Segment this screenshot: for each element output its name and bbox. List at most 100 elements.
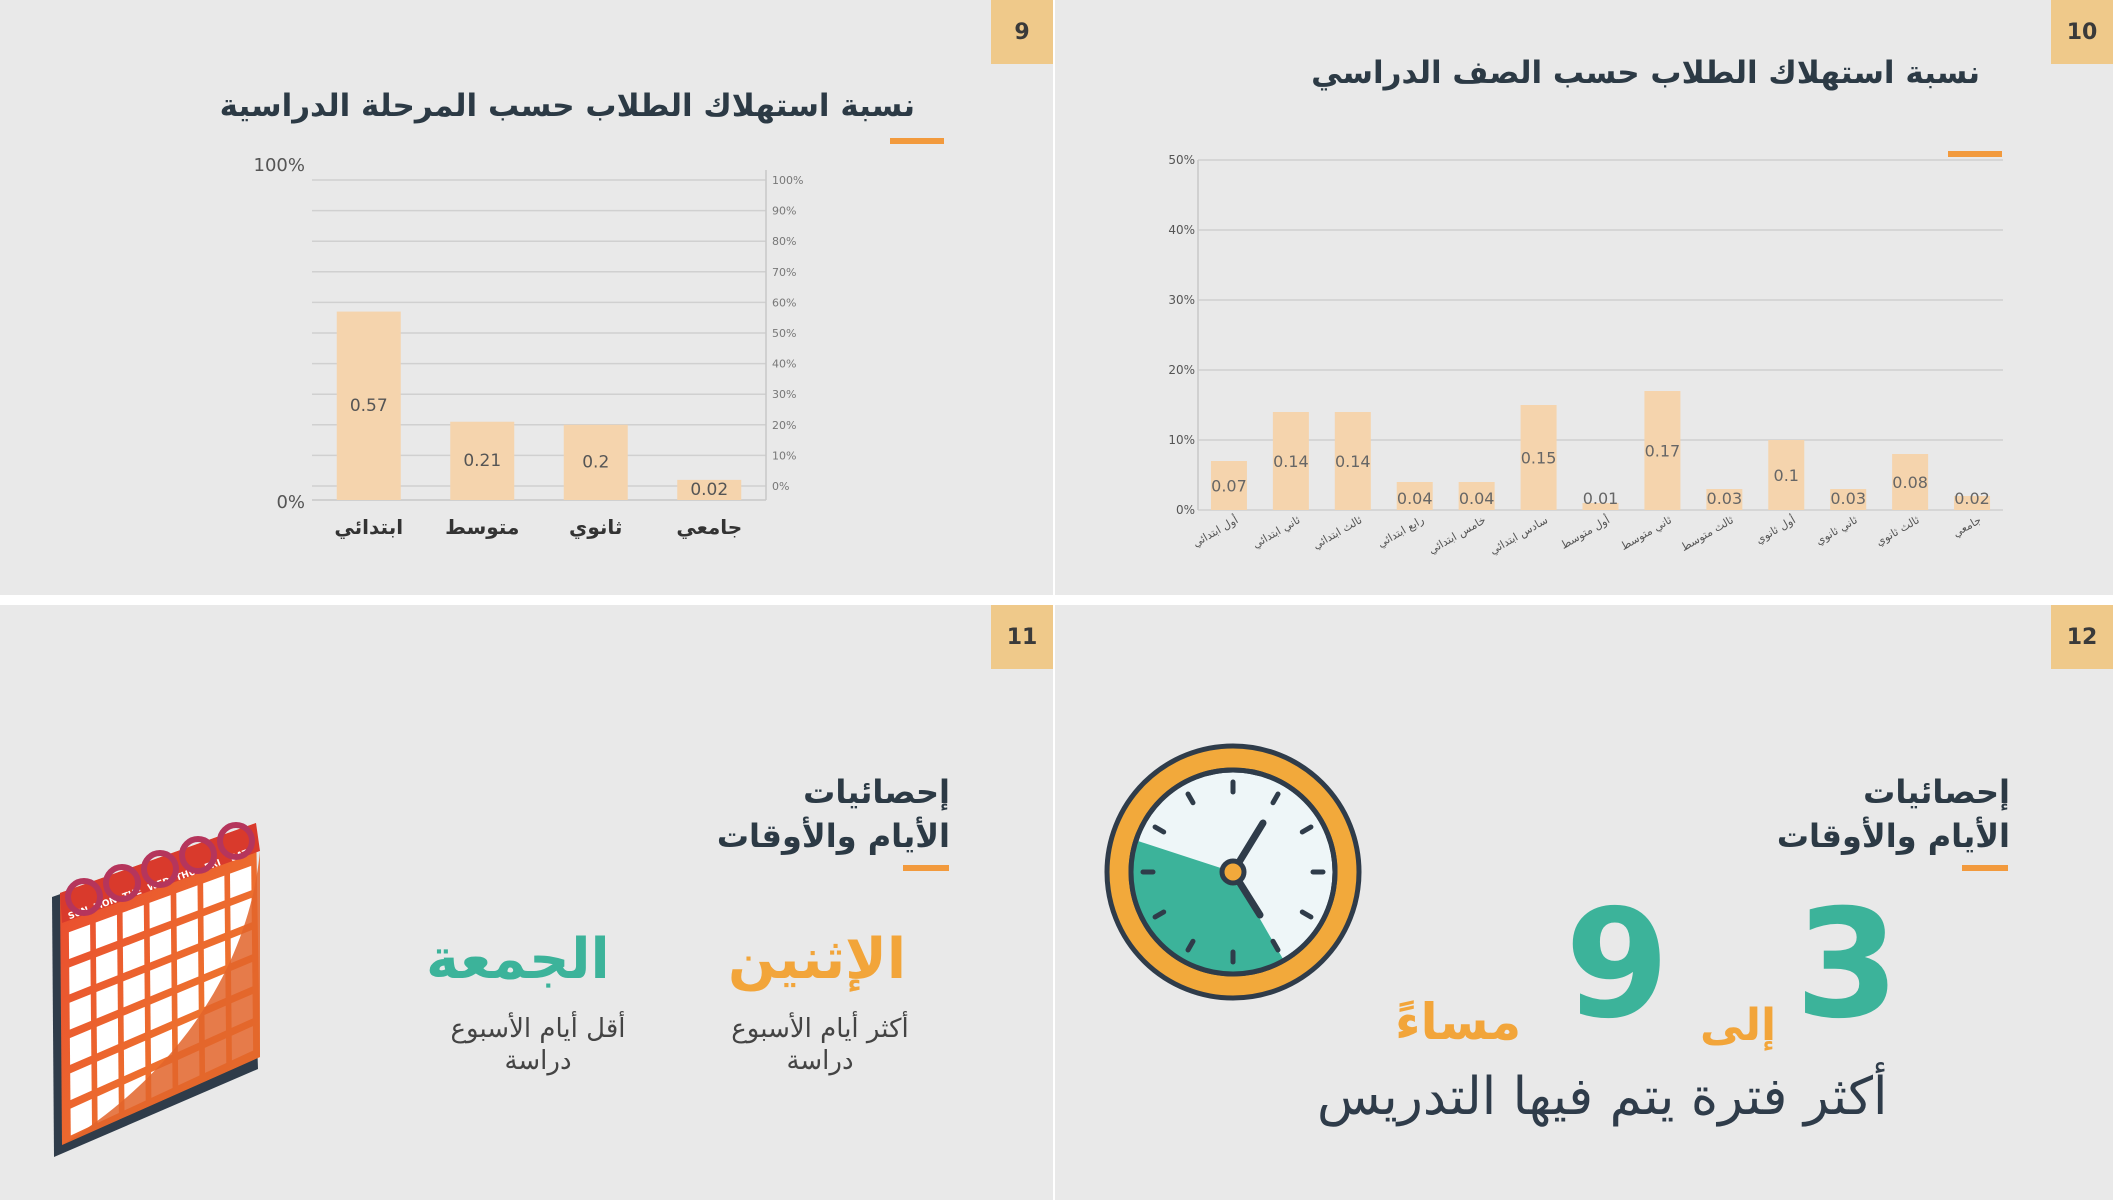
category-label: ثالث ابتدائي	[1311, 513, 1365, 552]
category-label: أول ثانوي	[1753, 512, 1798, 546]
calendar-cell	[69, 1029, 92, 1065]
bar	[1830, 489, 1867, 510]
bar	[1768, 440, 1805, 510]
bar	[1954, 496, 1991, 510]
data-label: 0.14	[1335, 452, 1371, 471]
calendar-cell	[150, 962, 172, 997]
evening-label: مساءً	[1395, 993, 1522, 1051]
slide-title: نسبة استهلاك الطلاب حسب المرحلة الدراسية	[219, 88, 915, 124]
calendar-cell	[70, 1099, 92, 1136]
caption-line: دراسة	[786, 1046, 854, 1076]
calendar-cell	[96, 983, 118, 1019]
category-label: متوسط	[445, 515, 519, 539]
slide-11[interactable]: 11 إحصائيات الأيام والأوقات الإثنين أكثر…	[0, 605, 1053, 1200]
chart-by-grade: 50% 40% 30% 20% 10% 0% 0.07 0.14 0.14 0.04 0.04 0.…	[1168, 153, 2003, 557]
data-label: 0.03	[1707, 489, 1743, 508]
calendar-cell	[96, 1018, 119, 1054]
bar	[1272, 412, 1309, 510]
calendar-cell	[203, 940, 226, 975]
data-label: 0.1	[1774, 466, 1799, 485]
data-label: 0.02	[690, 480, 728, 500]
bar	[1334, 412, 1371, 510]
y-tick-label: 30%	[772, 388, 796, 401]
calendar-cell	[177, 984, 199, 1019]
calendar-cell	[122, 938, 145, 974]
chart-by-stage: 0.57 0.21 0.2 0.02 ابتدائي متوسط ثانوي جامعي 1…	[254, 155, 804, 540]
calendar-cell	[149, 895, 171, 929]
category-label: ثالث متوسط	[1679, 513, 1736, 554]
data-label: 0.04	[1459, 489, 1495, 508]
data-label: 0.03	[1830, 489, 1866, 508]
category-label: أول متوسط	[1558, 512, 1612, 551]
category-label: خامس ابتدائي	[1426, 513, 1488, 556]
title-accent-line	[903, 865, 949, 871]
calendar-cell	[150, 995, 172, 1031]
category-label: سادس ابتدائي	[1487, 513, 1550, 557]
calendar-cell	[203, 875, 225, 909]
category-label: ثاني ثانوي	[1813, 513, 1859, 547]
y-tick-label: 20%	[1168, 363, 1195, 377]
data-label: 0.04	[1397, 489, 1433, 508]
calendar-cell	[149, 928, 172, 963]
bar	[1644, 391, 1681, 510]
slide-number-badge: 12	[2051, 605, 2113, 669]
clock-tick	[1299, 909, 1314, 920]
to-word: إلى	[1700, 1000, 1777, 1051]
slide-number-badge: 9	[991, 0, 1053, 64]
calendar-cell	[203, 908, 225, 942]
y-tick-label: 30%	[1168, 293, 1195, 307]
data-label: 0.17	[1645, 442, 1681, 461]
clock-tick	[1270, 791, 1281, 806]
data-label: 0.57	[350, 396, 388, 416]
category-label: ابتدائي	[334, 515, 403, 540]
calendar-cell	[95, 914, 118, 949]
calendar-cell	[68, 924, 91, 960]
category-label: جامعي	[676, 515, 742, 540]
bar	[1892, 454, 1929, 510]
y-tick-label: 10%	[772, 449, 796, 462]
calendar-cell	[176, 885, 198, 919]
calendar-cell	[69, 994, 91, 1030]
slide-title-line2: الأيام والأوقات	[716, 817, 950, 855]
clock-tick	[1299, 824, 1314, 835]
bar	[1210, 461, 1247, 510]
y-tick-label: 10%	[1168, 433, 1195, 447]
data-label: 0.14	[1273, 452, 1309, 471]
clock-tick	[1185, 938, 1196, 953]
data-label: 0.01	[1583, 489, 1619, 508]
y-axis-min-label: 0%	[276, 492, 305, 513]
slide-number-badge: 11	[991, 605, 1053, 669]
title-accent-line	[1962, 865, 2008, 871]
bar	[336, 311, 401, 500]
data-label: 0.21	[463, 451, 501, 471]
start-hour: 3	[1795, 878, 1900, 1052]
category-label: ثاني متوسط	[1618, 513, 1674, 553]
y-tick-label: 40%	[1168, 223, 1195, 237]
clock-icon	[1104, 743, 1362, 1001]
y-tick-label: 0%	[1176, 503, 1195, 517]
category-label: أول ابتدائي	[1190, 512, 1241, 549]
data-label: 0.15	[1521, 449, 1557, 468]
clock-tick	[1152, 824, 1167, 835]
clock-tick	[1152, 909, 1167, 920]
peak-time-caption: أكثر فترة يتم فيها التدريس	[1317, 1067, 1888, 1127]
calendar-cell	[122, 904, 145, 939]
calendar-cell	[230, 865, 252, 899]
category-label: ثاني ابتدائي	[1250, 513, 1302, 551]
slide-12[interactable]: 12 إحصائيات الأيام والأوقات 3 إلى 9 مساء…	[1055, 605, 2113, 1200]
caption-line: أكثر أيام الأسبوع	[731, 1014, 909, 1044]
quietest-day: الجمعة	[426, 927, 610, 992]
y-tick-label: 100%	[772, 174, 803, 187]
calendar-cell	[97, 1052, 119, 1089]
slide-9[interactable]: 9 نسبة استهلاك الطلاب حسب المرحلة الدراس…	[0, 0, 1053, 595]
bar	[450, 421, 515, 500]
slide-10[interactable]: 10 نسبة استهلاك الطلاب حسب الصف الدراسي …	[1055, 0, 2113, 595]
calendar-cell	[123, 972, 145, 1008]
end-hour: 9	[1565, 878, 1670, 1052]
title-accent-line	[890, 138, 944, 144]
busiest-day: الإثنين	[728, 927, 907, 992]
y-tick-label: 80%	[772, 235, 796, 248]
title-accent-line	[1948, 151, 2002, 157]
busiest-day-caption: أكثر أيام الأسبوع دراسة	[710, 1013, 930, 1077]
